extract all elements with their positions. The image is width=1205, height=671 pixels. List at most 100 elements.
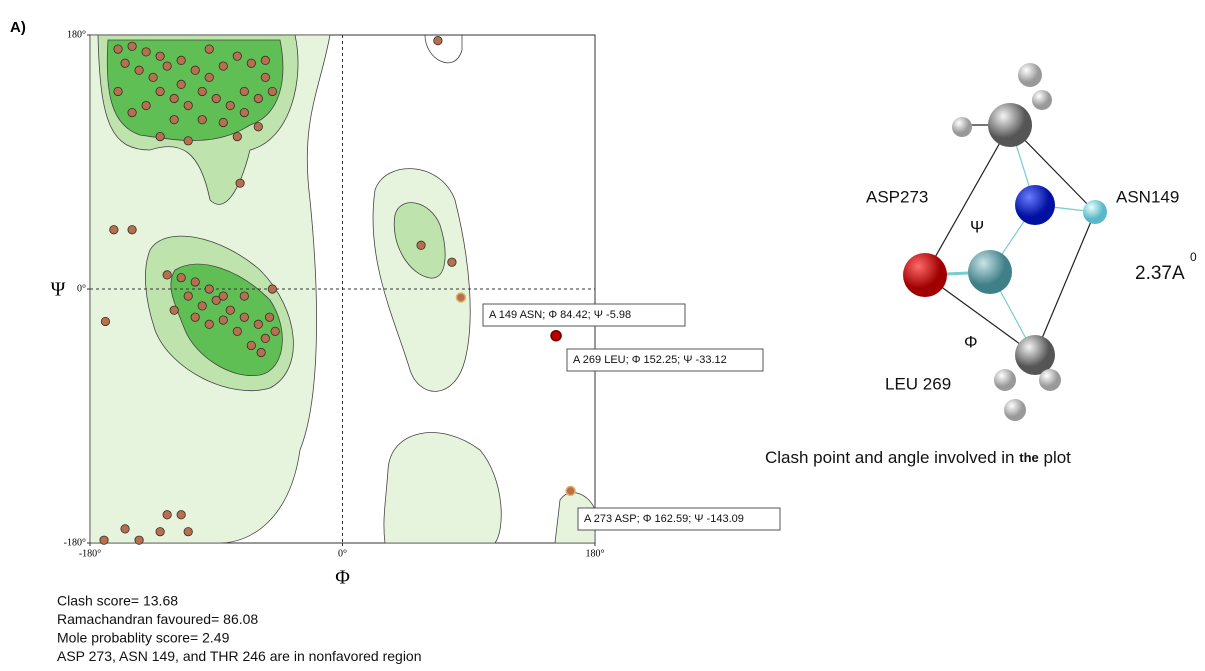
point <box>261 334 269 342</box>
y-tick-label: 0° <box>77 283 86 294</box>
point <box>198 302 206 310</box>
point <box>212 94 220 102</box>
point <box>163 271 171 279</box>
distance-sup: 0 <box>1190 250 1197 264</box>
point <box>254 123 262 131</box>
page: A) -180° 0° 180° 180° 0° -180° Φ Ψ A 149 ASN; Φ … <box>0 0 1205 671</box>
point <box>191 66 199 74</box>
angle-label: Φ <box>964 332 978 351</box>
point <box>226 306 234 314</box>
point <box>170 115 178 123</box>
point <box>156 52 164 60</box>
point <box>177 511 185 519</box>
point <box>114 45 122 53</box>
point <box>177 274 185 282</box>
point <box>121 525 129 533</box>
angle-label: Ψ <box>970 217 984 236</box>
point <box>226 101 234 109</box>
point <box>240 108 248 116</box>
point <box>233 327 241 335</box>
point <box>149 73 157 81</box>
point <box>219 62 227 70</box>
point <box>163 511 171 519</box>
atom-label: ASP273 <box>866 187 928 206</box>
point <box>205 45 213 53</box>
panel-label: A) <box>10 19 26 36</box>
point <box>257 348 265 356</box>
point <box>135 536 143 544</box>
point <box>233 132 241 140</box>
point <box>184 528 192 536</box>
point <box>177 56 185 64</box>
point <box>156 132 164 140</box>
x-tick-label: 0° <box>338 548 347 559</box>
point <box>271 327 279 335</box>
point <box>170 306 178 314</box>
molecule <box>903 63 1107 421</box>
point <box>100 536 108 544</box>
note: Mole probablity score= 2.49 <box>57 630 230 646</box>
x-axis-label: Φ <box>335 567 350 589</box>
point <box>236 179 244 187</box>
point <box>114 87 122 95</box>
annotation: A 273 ASP; Φ 162.59; Ψ -143.09 <box>584 513 744 525</box>
point <box>219 118 227 126</box>
point <box>448 258 456 266</box>
point <box>240 292 248 300</box>
point <box>240 87 248 95</box>
caption: plot <box>1043 448 1071 467</box>
point <box>219 316 227 324</box>
y-tick-label: -180° <box>64 537 86 548</box>
point <box>128 42 136 50</box>
atom-label: LEU 269 <box>885 374 951 393</box>
atom-label: ASN149 <box>1116 187 1179 206</box>
point <box>191 278 199 286</box>
point <box>184 101 192 109</box>
point <box>434 36 442 44</box>
svg-text:Clash point and angle involved: Clash point and angle involved in the pl… <box>765 448 1071 467</box>
point <box>101 317 109 325</box>
point <box>191 313 199 321</box>
point <box>247 341 255 349</box>
point <box>247 59 255 67</box>
highlighted-point <box>551 331 561 341</box>
y-axis-label: Ψ <box>51 279 66 301</box>
figure: A) -180° 0° 180° 180° 0° -180° Φ Ψ A 149 ASN; Φ … <box>0 0 1205 671</box>
point <box>128 226 136 234</box>
point <box>240 313 248 321</box>
point <box>268 87 276 95</box>
x-tick-label: -180° <box>79 548 101 559</box>
caption: Clash point and angle involved in <box>765 448 1015 467</box>
caption-small: the <box>1019 450 1039 465</box>
x-tick-label: 180° <box>586 548 605 559</box>
point <box>265 313 273 321</box>
distance-label: 2.37A <box>1135 263 1185 284</box>
annotation: A 269 LEU; Φ 152.25; Ψ -33.12 <box>573 354 727 366</box>
point <box>268 285 276 293</box>
point <box>110 226 118 234</box>
point <box>128 108 136 116</box>
point <box>184 137 192 145</box>
point <box>233 52 241 60</box>
point <box>198 115 206 123</box>
highlighted-point <box>566 486 575 495</box>
point <box>254 94 262 102</box>
point <box>163 62 171 70</box>
point <box>156 528 164 536</box>
point <box>121 59 129 67</box>
point <box>156 87 164 95</box>
point <box>198 87 206 95</box>
point <box>261 73 269 81</box>
point <box>261 56 269 64</box>
highlighted-point <box>456 293 465 302</box>
annotation: A 149 ASN; Φ 84.42; Ψ -5.98 <box>489 309 631 321</box>
y-tick-label: 180° <box>67 29 86 40</box>
note: Ramachandran favoured= 86.08 <box>57 611 258 627</box>
point <box>219 292 227 300</box>
note: Clash score= 13.68 <box>57 593 178 609</box>
point <box>254 320 262 328</box>
point <box>205 320 213 328</box>
note: ASP 273, ASN 149, and THR 246 are in non… <box>57 648 422 664</box>
point <box>177 80 185 88</box>
point <box>417 241 425 249</box>
